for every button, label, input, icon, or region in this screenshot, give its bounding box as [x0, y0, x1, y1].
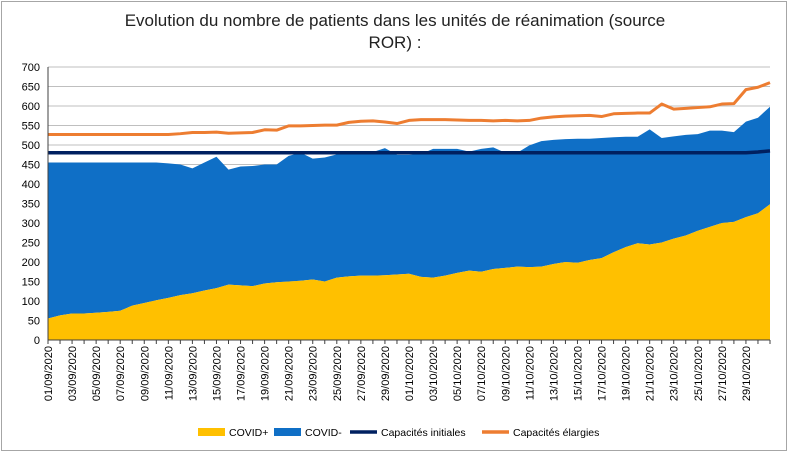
x-tick-label-21-10-2020: 21/10/2020 — [645, 346, 657, 401]
x-tick-label-19-09-2020: 19/09/2020 — [260, 346, 272, 401]
x-tick-label-29-10-2020: 29/10/2020 — [741, 346, 753, 401]
x-tick-label-15-09-2020: 15/09/2020 — [211, 346, 223, 401]
x-tick-label-11-10-2020: 11/10/2020 — [524, 346, 536, 400]
area-layer — [48, 106, 770, 340]
y-tick-label-100: 100 — [22, 296, 40, 308]
y-tick-label-250: 250 — [22, 238, 40, 250]
x-tick-label-07-09-2020: 07/09/2020 — [115, 346, 127, 401]
y-tick-label-550: 550 — [22, 121, 40, 133]
y-tick-label-0: 0 — [34, 335, 40, 347]
chart-title-line-2: ROR) : — [368, 33, 422, 52]
y-tick-label-350: 350 — [22, 199, 40, 211]
x-tick-label-29-09-2020: 29/09/2020 — [380, 346, 392, 401]
x-tick-label-17-10-2020: 17/10/2020 — [597, 346, 609, 401]
y-tick-label-200: 200 — [22, 257, 40, 269]
x-tick-label-01-09-2020: 01/09/2020 — [43, 346, 55, 401]
line-layer — [48, 81, 771, 155]
series-area-covid-minus — [48, 106, 770, 319]
series-line-capacites-initiales — [48, 149, 771, 155]
x-tick-label-27-09-2020: 27/09/2020 — [356, 346, 368, 401]
x-tick-label-05-09-2020: 05/09/2020 — [91, 346, 103, 401]
legend-swatch — [198, 428, 225, 436]
series-area-covid-plus — [48, 204, 770, 340]
y-tick-label-650: 650 — [22, 82, 40, 94]
legend: COVID+ COVID- Capacités initiales Capacités… — [198, 427, 599, 439]
x-tick-label-15-10-2020: 15/10/2020 — [572, 346, 584, 401]
legend-item-capacites-initiales: Capacités initiales — [350, 427, 466, 439]
legend-swatch — [274, 428, 301, 436]
legend-label: Capacités initiales — [381, 427, 466, 439]
legend-item-covid-minus: COVID- — [274, 427, 342, 439]
y-tick-label-500: 500 — [22, 140, 40, 152]
y-tick-label-50: 50 — [28, 316, 40, 328]
series-line-capacites-elargies — [48, 81, 771, 136]
chart-title-line-1: Evolution du nombre de patients dans les… — [124, 11, 666, 30]
y-tick-label-700: 700 — [22, 62, 40, 74]
x-tick-label-09-09-2020: 09/09/2020 — [139, 346, 151, 401]
legend-label: Capacités élargies — [513, 427, 599, 439]
x-tick-label-23-09-2020: 23/09/2020 — [308, 346, 320, 401]
chart-title: Evolution du nombre de patients dans les… — [0, 10, 790, 54]
legend-label: COVID- — [305, 427, 342, 439]
x-tick-label-13-10-2020: 13/10/2020 — [548, 346, 560, 401]
y-tick-label-450: 450 — [22, 160, 40, 172]
x-tick-label-27-10-2020: 27/10/2020 — [717, 346, 729, 401]
x-tick-label-25-10-2020: 25/10/2020 — [693, 346, 705, 401]
y-tick-label-400: 400 — [22, 179, 40, 191]
x-tick-label-03-09-2020: 03/09/2020 — [67, 346, 79, 401]
y-tick-label-300: 300 — [22, 218, 40, 230]
x-tick-label-19-10-2020: 19/10/2020 — [621, 346, 633, 401]
legend-item-covid-plus: COVID+ — [198, 427, 268, 439]
axis-layer: 0 50 100 150 200 250 300 350 400 450 500 550 600 650 7… — [22, 62, 771, 401]
y-tick-label-150: 150 — [22, 277, 40, 289]
x-tick-label-13-09-2020: 13/09/2020 — [187, 346, 199, 401]
legend-label: COVID+ — [229, 427, 268, 439]
y-tick-label-600: 600 — [22, 101, 40, 113]
x-tick-label-21-09-2020: 21/09/2020 — [284, 346, 296, 401]
legend-item-capacites-elargies: Capacités élargies — [482, 427, 599, 439]
x-tick-label-03-10-2020: 03/10/2020 — [428, 346, 440, 401]
x-tick-label-11-09-2020: 11/09/2020 — [163, 346, 175, 400]
x-tick-label-17-09-2020: 17/09/2020 — [236, 346, 248, 401]
x-tick-label-23-10-2020: 23/10/2020 — [669, 346, 681, 401]
x-tick-label-25-09-2020: 25/09/2020 — [332, 346, 344, 401]
x-tick-label-05-10-2020: 05/10/2020 — [452, 346, 464, 401]
x-tick-label-07-10-2020: 07/10/2020 — [476, 346, 488, 401]
x-tick-label-09-10-2020: 09/10/2020 — [500, 346, 512, 401]
x-tick-label-01-10-2020: 01/10/2020 — [404, 346, 416, 401]
